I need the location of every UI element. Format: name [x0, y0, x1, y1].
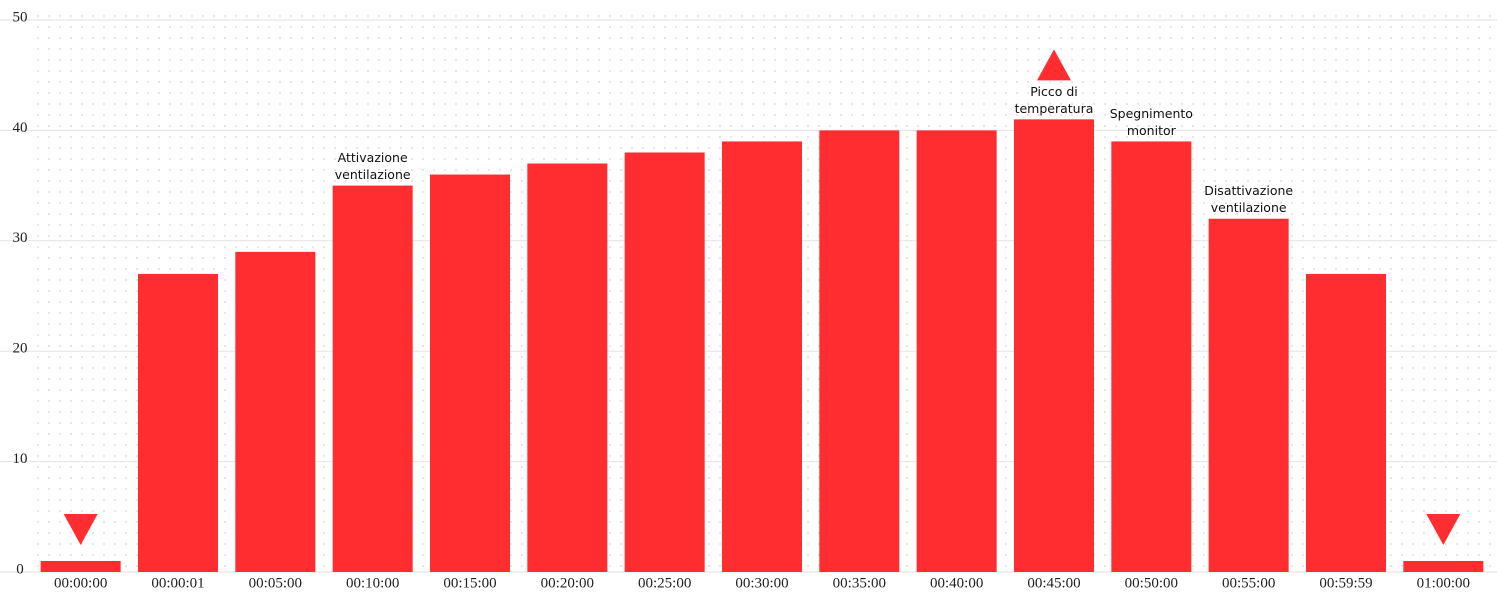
y-tick-label: 40	[13, 120, 28, 136]
bar	[722, 141, 802, 572]
y-tick-label: 0	[16, 561, 24, 577]
bar	[1014, 119, 1094, 573]
annotation: Disattivazione	[1204, 183, 1293, 198]
x-tick-label: 00:35:00	[833, 575, 886, 591]
x-tick-label: 00:05:00	[249, 575, 302, 591]
annotation: ventilazione	[1211, 200, 1287, 215]
x-tick-label: 00:30:00	[735, 575, 788, 591]
x-tick-label: 00:20:00	[541, 575, 594, 591]
x-tick-label: 00:40:00	[930, 575, 983, 591]
bar	[916, 130, 997, 572]
bar	[40, 560, 121, 572]
marker-triangle	[1426, 513, 1461, 545]
marker-triangle	[1037, 49, 1071, 81]
annotation: Picco di	[1030, 84, 1078, 99]
bar	[1403, 560, 1484, 572]
annotation: ventilazione	[335, 167, 411, 182]
annotation: monitor	[1127, 123, 1177, 138]
bar	[332, 185, 413, 572]
bar	[1111, 141, 1192, 572]
y-tick-label: 10	[13, 451, 28, 467]
x-tick-label: 00:00:00	[54, 575, 107, 591]
annotation: temperatura	[1015, 101, 1094, 116]
annotation: Attivazione	[338, 150, 408, 165]
y-tick-label: 20	[13, 341, 28, 357]
x-tick-label: 00:50:00	[1125, 575, 1178, 591]
y-tick-label: 50	[13, 9, 28, 25]
x-tick-label: 00:45:00	[1027, 575, 1080, 591]
bar	[624, 152, 705, 573]
x-tick-label: 00:15:00	[443, 575, 496, 591]
bar	[1208, 218, 1289, 572]
x-tick-label: 00:00:01	[151, 575, 204, 591]
marker-triangle	[63, 513, 98, 545]
bar	[527, 163, 608, 572]
x-tick-label: 00:55:00	[1222, 575, 1275, 591]
x-tick-label: 01:00:00	[1417, 575, 1470, 591]
bar	[138, 273, 218, 572]
x-tick-label: 00:59:59	[1319, 575, 1372, 591]
y-tick-label: 30	[13, 230, 28, 246]
x-tick-label: 00:25:00	[638, 575, 691, 591]
x-tick-label: 00:10:00	[346, 575, 399, 591]
bar	[819, 130, 900, 572]
bar	[235, 251, 316, 572]
bar	[1306, 273, 1386, 572]
bar	[430, 174, 510, 572]
annotation: Spegnimento	[1110, 106, 1193, 121]
